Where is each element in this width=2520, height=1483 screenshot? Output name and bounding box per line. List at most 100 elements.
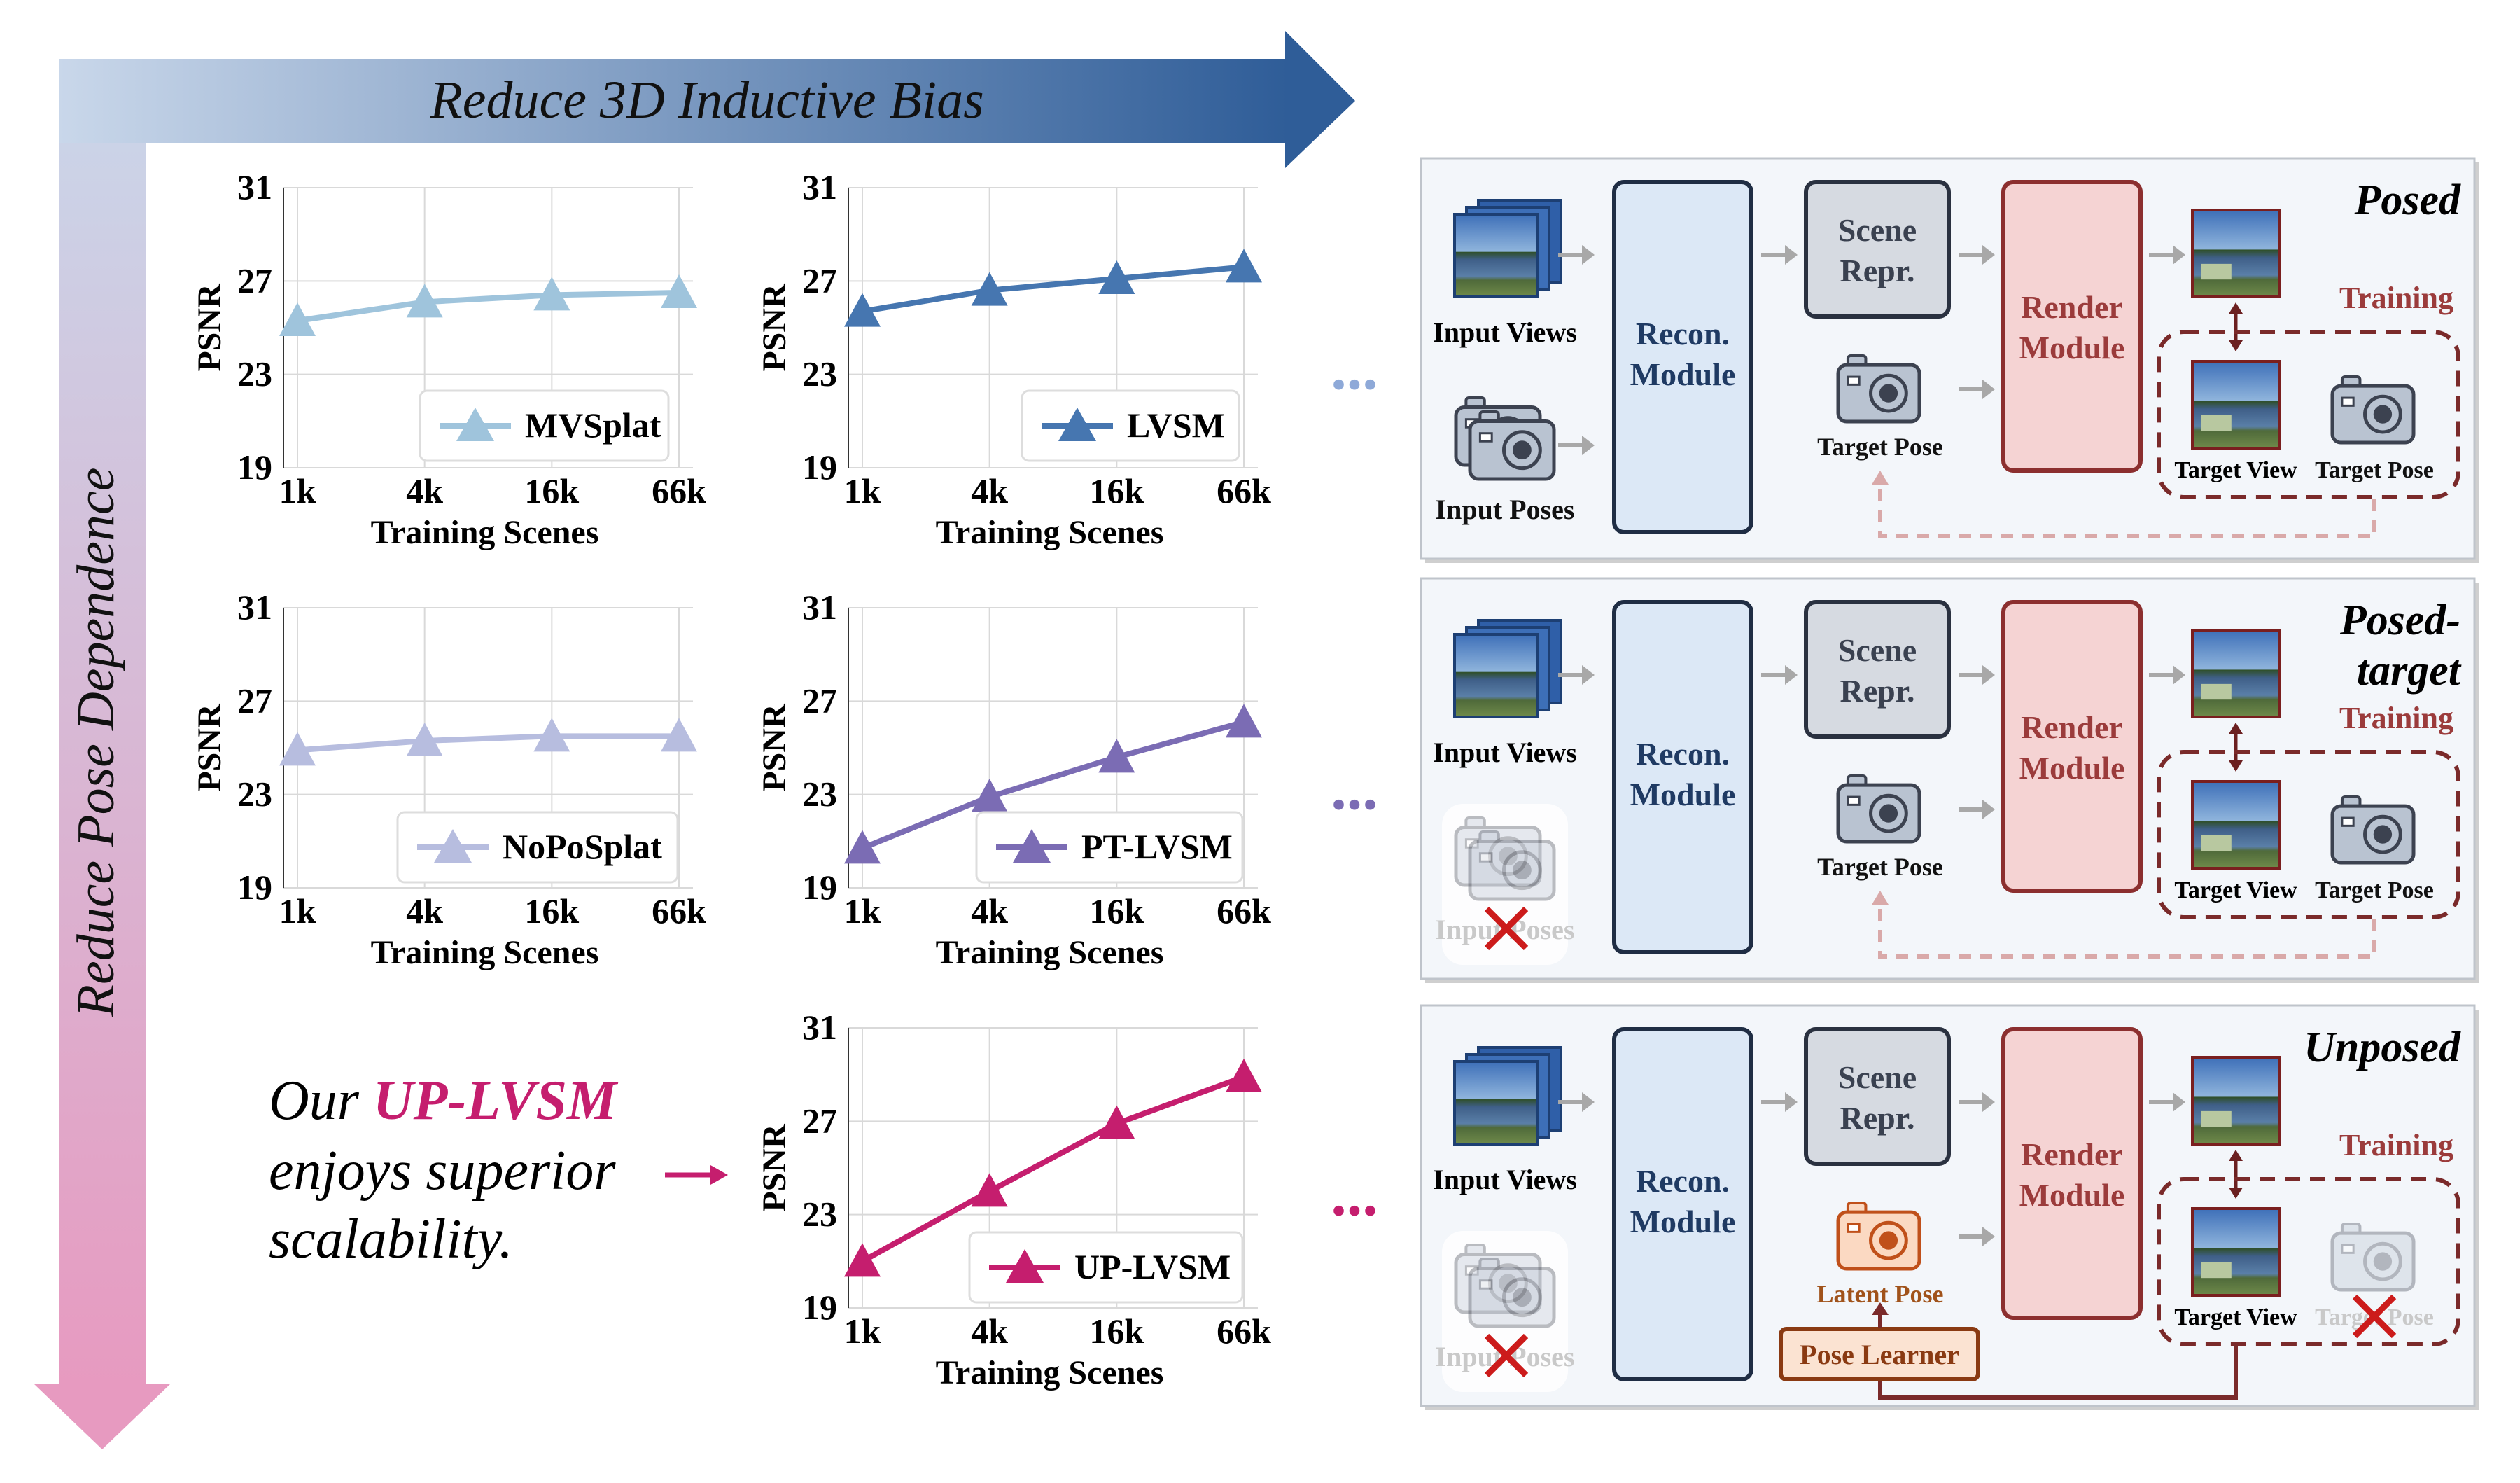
chart-4: 19 23 27 31 1k 4k 16k 66k Training Scenes PSNR PT-…: [756, 587, 1271, 971]
legend-marker: [1058, 408, 1096, 441]
caption-prefix: Our: [269, 1070, 373, 1132]
cross-stroke: [1484, 1333, 1529, 1378]
training-dashed-box: [2157, 330, 2460, 499]
feedback-arrow-head: [1872, 471, 1889, 485]
input-poses-cross-icon: [1484, 906, 1529, 951]
arrow-recon-to-scene: [1761, 665, 1798, 685]
photo-detail: [2201, 263, 2232, 280]
y-tick-label: 31: [802, 1008, 837, 1047]
supervision-arrow-head: [2229, 760, 2243, 772]
camera-body: [2330, 1231, 2416, 1292]
camera-lens-inner: [1879, 1231, 1898, 1250]
x-tick-label: 66k: [1217, 1311, 1271, 1351]
legend-box: [968, 1231, 1244, 1304]
rendered-view-image: [2191, 629, 2281, 718]
diagram-panels: Posed Input Views Input Poses Recon. Module S…: [1420, 157, 2479, 1410]
y-tick-label: 19: [802, 868, 837, 907]
recon-module-label: Module: [1630, 356, 1736, 392]
data-point-marker: [1226, 249, 1262, 283]
photo-frame: [2191, 1207, 2281, 1297]
top-arrow-label: Reduce 3D Inductive Bias: [429, 71, 983, 130]
y-tick-label: 19: [802, 1288, 837, 1327]
legend-label: MVSplat: [525, 405, 662, 445]
camera-lens: [1502, 850, 1542, 891]
caption-line-2: enjoys superior: [269, 1140, 616, 1202]
x-tick-label: 16k: [1089, 1311, 1144, 1351]
scene-repr-label: Repr.: [1840, 253, 1915, 288]
supervision-arrow-head: [2229, 723, 2243, 734]
camera-flash: [1478, 852, 1493, 863]
chart-3: 19 23 27 31 1k 4k 16k 66k Training Scenes PSNR NoP…: [191, 587, 706, 971]
camera-flash: [1847, 795, 1861, 806]
feedback-dashed-line: [1878, 480, 2376, 538]
photo-frame: [2191, 629, 2281, 718]
cross-stroke: [2352, 1294, 2397, 1339]
input-views-images: [1453, 1046, 1562, 1146]
recon-module-label: Recon.: [1636, 1163, 1730, 1199]
pose-learner-arrow-head: [1872, 1302, 1889, 1315]
camera-lens-inner: [1879, 804, 1898, 823]
camera-flash: [2341, 396, 2355, 407]
ellipsis-row-2: ...: [1331, 753, 1378, 823]
data-point-marker: [279, 732, 316, 766]
photo-frame: [2191, 1056, 2281, 1146]
scene-repr-box: [1804, 600, 1951, 739]
legend-box: [1021, 389, 1240, 462]
y-tick-label: 31: [237, 587, 272, 627]
top-arrow-head: [1285, 31, 1355, 168]
y-tick-label: 27: [802, 1101, 837, 1140]
caption: Our UP-LVSM enjoys superior scalability.: [269, 1070, 728, 1270]
scene-repr-label: Repr.: [1840, 1100, 1915, 1136]
render-module-label: Render: [2021, 1136, 2123, 1172]
input-poses-cameras: [1454, 1244, 1556, 1328]
input-poses-cross-icon: [1484, 1333, 1529, 1378]
panel-title: target: [2357, 647, 2462, 695]
camera-icon: [1454, 1244, 1542, 1314]
left-arrow-head: [34, 1384, 171, 1449]
top-arrow-group: [59, 31, 1355, 168]
arrow-head: [1582, 665, 1595, 685]
x-tick-label: 4k: [406, 891, 443, 931]
y-tick-label: 23: [802, 1195, 837, 1234]
camera-flash: [1478, 1279, 1493, 1290]
data-point-marker: [661, 274, 697, 308]
training-dashed-box: [2157, 750, 2460, 919]
input-views-label: Input Views: [1433, 737, 1577, 768]
training-dashed-box: [2157, 1177, 2460, 1346]
photo-detail: [2201, 1110, 2232, 1127]
ellipsis-row-3: ...: [1331, 1160, 1378, 1229]
supervision-arrow-head: [2229, 1188, 2243, 1199]
photo-detail: [2201, 683, 2232, 700]
camera-lens-inner: [1512, 440, 1532, 460]
y-tick-label: 31: [802, 167, 837, 207]
x-axis-label: Training Scenes: [371, 934, 599, 971]
recon-module-label: Recon.: [1636, 736, 1730, 772]
arrow-recon-to-scene: [1761, 1092, 1798, 1112]
data-point-marker: [533, 277, 570, 311]
camera-flash: [2341, 1244, 2355, 1254]
target-view-label: Target View: [2174, 1304, 2297, 1330]
legend-label: LVSM: [1127, 405, 1225, 445]
photo-frame: [2191, 360, 2281, 450]
data-point-marker: [533, 718, 570, 752]
input-poses-label: Input Poses: [1436, 494, 1575, 525]
y-tick-label: 27: [802, 681, 837, 720]
arrow-poses-to-recon: [1558, 436, 1595, 455]
target-pose-gt-camera-icon: [2330, 795, 2416, 865]
chart-area: 19 23 27 31 1k 4k 16k 66k Training Scenes PSNR MVS…: [191, 167, 1271, 1391]
arrow-head: [1582, 245, 1595, 265]
y-tick-label: 19: [802, 447, 837, 487]
camera-flash: [1847, 1223, 1861, 1233]
camera-lens-inner: [2373, 825, 2393, 844]
y-axis-label: PSNR: [756, 283, 793, 372]
data-point-marker: [971, 272, 1008, 306]
caption-highlight: UP-LVSM: [373, 1070, 619, 1132]
caption-line-3: scalability.: [269, 1209, 513, 1270]
arrow-scene-to-render: [1959, 665, 1995, 685]
data-point-marker: [1226, 1059, 1262, 1092]
chart-5: 19 23 27 31 1k 4k 16k 66k Training Scenes PSNR UP-…: [756, 1008, 1271, 1391]
pose-learner-label: Pose Learner: [1800, 1339, 1959, 1370]
y-tick-label: 31: [802, 587, 837, 627]
panel-title: Posed-: [2339, 597, 2460, 644]
camera-flash: [1464, 1265, 1479, 1276]
